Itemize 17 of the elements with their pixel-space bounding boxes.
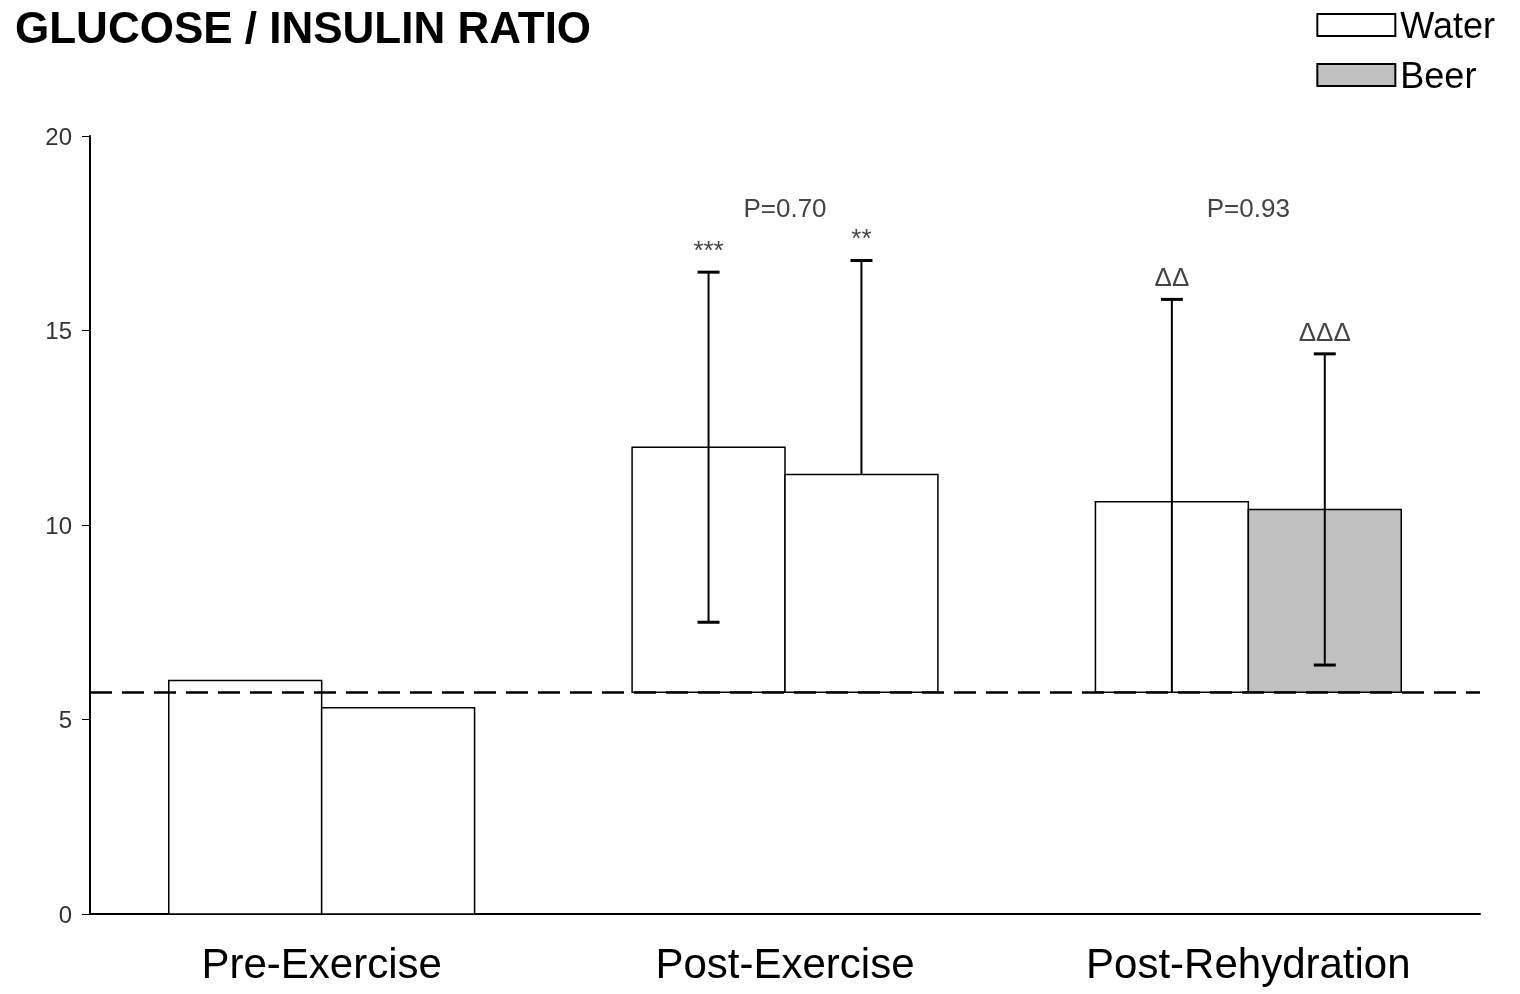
legend-label: Beer <box>1400 54 1477 96</box>
y-tick-label: 15 <box>45 317 72 344</box>
y-tick-label: 10 <box>45 511 72 539</box>
x-tick-label: Post-Rehydration <box>1086 939 1411 987</box>
x-tick-label: Post-Exercise <box>655 939 915 987</box>
y-tick-label: 5 <box>58 706 72 733</box>
annotation: P=0.93 <box>1206 193 1290 223</box>
chart-title: GLUCOSE / INSULIN RATIO <box>15 2 592 52</box>
x-tick-label: Pre-Exercise <box>201 939 442 987</box>
y-tick-label: 0 <box>58 900 72 928</box>
annotation: P=0.70 <box>743 193 827 223</box>
legend-label: Water <box>1400 4 1496 46</box>
annotation: ΔΔΔ <box>1298 316 1351 347</box>
annotation: ** <box>851 223 872 254</box>
annotation: ΔΔ <box>1154 262 1190 293</box>
y-tick-label: 20 <box>45 122 72 150</box>
annotation: *** <box>693 235 724 266</box>
